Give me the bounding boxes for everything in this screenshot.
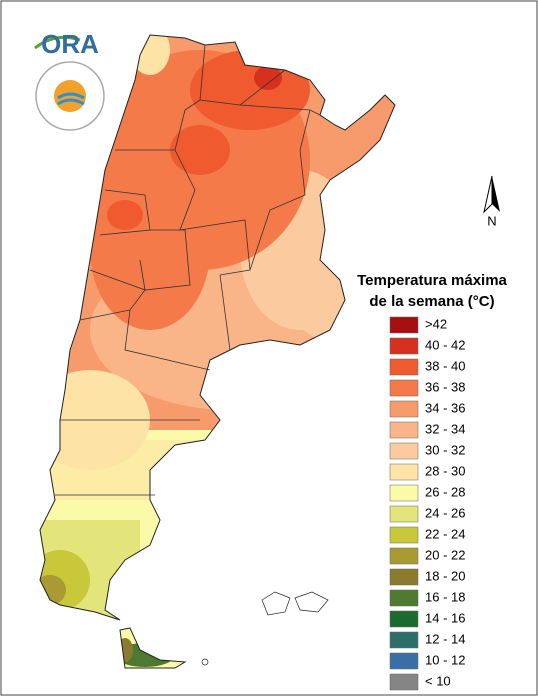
legend-swatch	[389, 463, 419, 481]
legend-swatch	[389, 379, 419, 397]
country-outline	[39, 34, 396, 669]
north-label: N	[487, 213, 496, 228]
legend-swatch	[389, 442, 419, 460]
legend-label: 32 - 34	[425, 421, 465, 436]
legend-label: 30 - 32	[425, 442, 465, 457]
legend-swatch	[389, 526, 419, 544]
legend-swatch	[389, 547, 419, 565]
legend-label: 24 - 26	[425, 505, 465, 520]
legend-label: 12 - 14	[425, 631, 465, 646]
legend-label: 26 - 28	[425, 484, 465, 499]
legend-label: 10 - 12	[425, 652, 465, 667]
legend-title: de la semana (°C)	[369, 293, 494, 310]
legend-label: >42	[425, 316, 447, 331]
legend-label: 36 - 38	[425, 379, 465, 394]
legend-swatch	[389, 631, 419, 649]
legend: Temperatura máxima de la semana (°C) >42…	[357, 272, 508, 691]
logo-text: ORA	[41, 29, 99, 59]
legend-label: 38 - 40	[425, 358, 465, 373]
legend-swatch	[389, 337, 419, 355]
legend-label: 20 - 22	[425, 547, 465, 562]
legend-label: 22 - 24	[425, 526, 465, 541]
legend-label: 18 - 20	[425, 568, 465, 583]
legend-swatch	[389, 316, 419, 334]
logo: ORA	[34, 29, 105, 131]
legend-swatch	[389, 421, 419, 439]
legend-swatch	[389, 589, 419, 607]
legend-swatch	[389, 358, 419, 376]
legend-label: < 10	[425, 673, 451, 688]
legend-swatch	[389, 568, 419, 586]
legend-swatch	[389, 484, 419, 502]
legend-swatch	[389, 505, 419, 523]
province-borders	[55, 44, 321, 496]
islands	[201, 591, 329, 666]
north-arrow: N	[483, 175, 500, 228]
legend-label: 14 - 16	[425, 610, 465, 625]
legend-swatch	[389, 400, 419, 418]
legend-swatch	[389, 652, 419, 670]
legend-label: 16 - 18	[425, 589, 465, 604]
legend-swatch	[389, 610, 419, 628]
legend-label: 40 - 42	[425, 337, 465, 352]
legend-swatch	[389, 673, 419, 691]
legend-label: 28 - 30	[425, 463, 465, 478]
legend-title: Temperatura máxima	[357, 272, 507, 289]
legend-label: 34 - 36	[425, 400, 465, 415]
